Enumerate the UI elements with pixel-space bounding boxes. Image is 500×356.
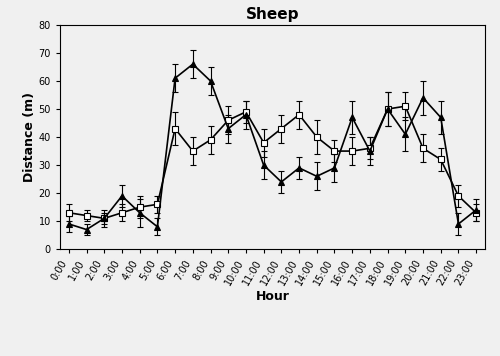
X-axis label: Hour: Hour (256, 290, 290, 303)
Title: Sheep: Sheep (246, 7, 299, 22)
Y-axis label: Distance (m): Distance (m) (23, 92, 36, 182)
